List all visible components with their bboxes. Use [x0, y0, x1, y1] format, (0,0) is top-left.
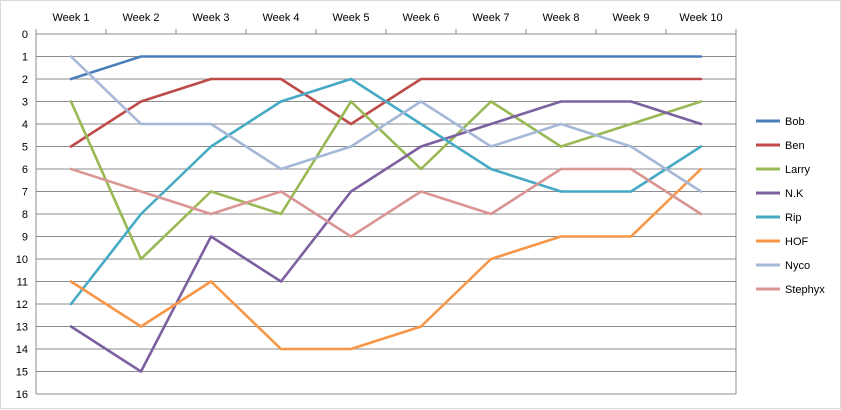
y-tick-label: 16 [16, 389, 28, 401]
legend-entry: HOF [785, 236, 809, 248]
y-tick-label: 12 [16, 299, 28, 311]
x-tick-label: Week 10 [679, 12, 722, 24]
x-tick-label: Week 2 [122, 12, 159, 24]
legend-entry: Stephyx [785, 284, 825, 296]
y-tick-label: 2 [22, 74, 28, 86]
y-tick-label: 10 [16, 254, 28, 266]
y-tick-label: 1 [22, 52, 28, 64]
y-tick-label: 6 [22, 164, 28, 176]
series-line-stephyx [71, 169, 701, 237]
x-tick-label: Week 1 [52, 12, 89, 24]
y-tick-label: 13 [16, 322, 28, 334]
x-tick-label: Week 6 [402, 12, 439, 24]
x-tick-label: Week 5 [332, 12, 369, 24]
legend-entry: Ben [785, 140, 805, 152]
y-tick-label: 15 [16, 367, 28, 379]
x-tick-label: Week 7 [472, 12, 509, 24]
y-tick-label: 8 [22, 209, 28, 221]
y-tick-label: 11 [17, 277, 28, 289]
x-tick-label: Week 3 [192, 12, 229, 24]
legend-entry: Nyco [785, 260, 810, 272]
legend-entry: Bob [785, 116, 805, 128]
x-tick-label: Week 9 [612, 12, 649, 24]
y-tick-label: 7 [22, 187, 28, 199]
y-tick-label: 9 [22, 232, 28, 244]
series-line-bob [71, 57, 701, 80]
legend-entry: Rip [785, 212, 802, 224]
legend-entry: N.K [785, 188, 804, 200]
y-tick-label: 5 [22, 142, 28, 154]
y-tick-label: 14 [16, 344, 28, 356]
y-tick-label: 0 [22, 29, 28, 41]
y-tick-label: 3 [22, 97, 28, 109]
x-tick-label: Week 8 [542, 12, 579, 24]
x-tick-label: Week 4 [262, 12, 299, 24]
y-tick-label: 4 [22, 119, 28, 131]
legend-entry: Larry [785, 164, 811, 176]
